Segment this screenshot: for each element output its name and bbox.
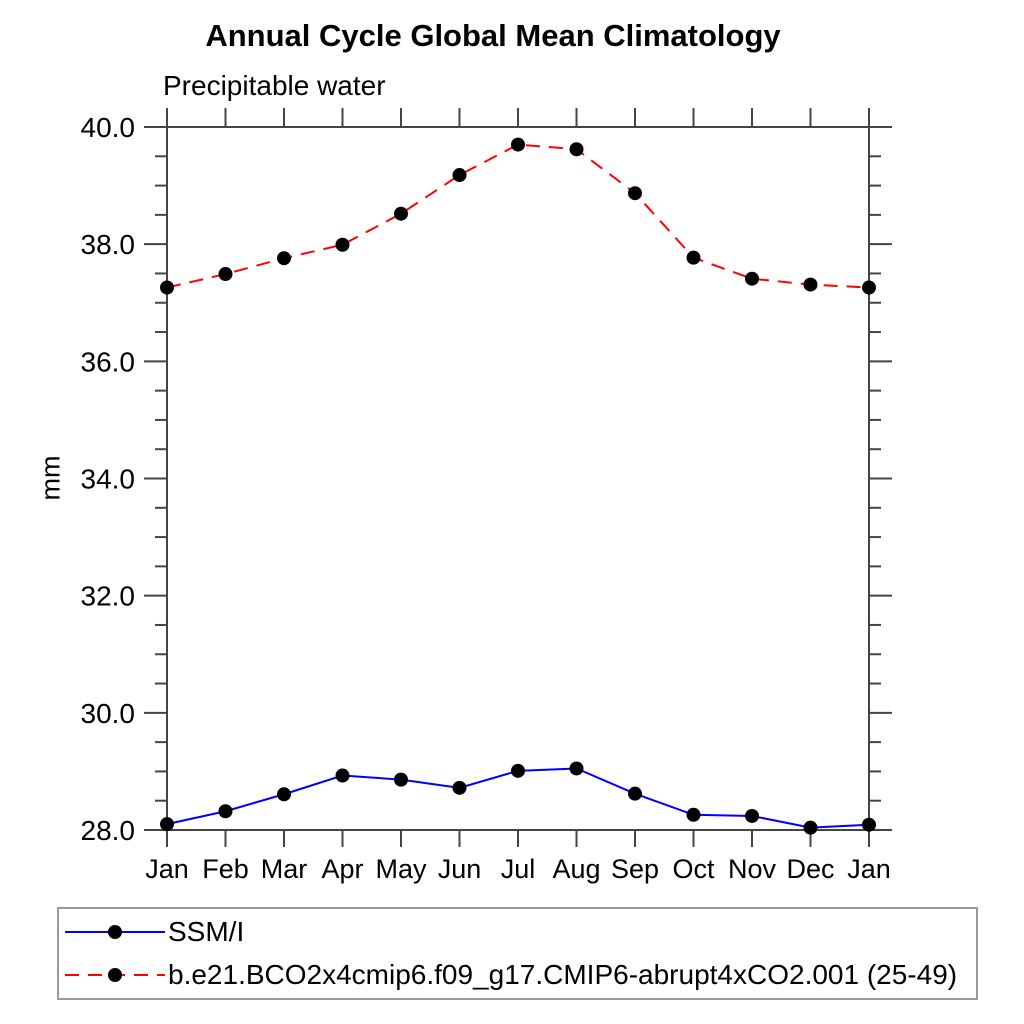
legend-label-model: b.e21.BCO2x4cmip6.f09_g17.CMIP6-abrupt4x… bbox=[168, 959, 958, 990]
series-line-1 bbox=[166, 143, 870, 289]
data-point bbox=[569, 142, 584, 157]
data-point bbox=[745, 808, 759, 823]
legend-entry-ssmi: SSM/I bbox=[59, 912, 976, 952]
series-polyline-1 bbox=[166, 143, 870, 289]
x-tick-label: Jan bbox=[847, 854, 891, 884]
y-tick-label: 30.0 bbox=[81, 698, 136, 729]
data-point bbox=[745, 271, 759, 286]
legend-label-ssmi: SSM/I bbox=[168, 916, 245, 947]
data-point bbox=[862, 817, 876, 832]
y-tick-label: 32.0 bbox=[81, 581, 136, 612]
y-tick-label: 40.0 bbox=[81, 112, 136, 143]
x-axis-ticks bbox=[166, 108, 870, 847]
x-tick-label: May bbox=[375, 854, 427, 884]
x-axis-tick-labels: Jan Feb Mar Apr May Jun Jul Aug Sep Oct Nov Dec Jan bbox=[145, 854, 891, 884]
plot-frame bbox=[166, 126, 870, 831]
data-point bbox=[452, 168, 467, 183]
data-point bbox=[803, 820, 818, 835]
x-tick-label: Aug bbox=[552, 854, 600, 884]
legend-marker-dot bbox=[108, 968, 122, 982]
y-tick-label: 28.0 bbox=[81, 815, 136, 846]
y-tick-label: 38.0 bbox=[81, 229, 136, 260]
x-tick-label: Mar bbox=[261, 854, 308, 884]
data-point bbox=[628, 186, 642, 201]
data-point bbox=[277, 251, 291, 266]
plot-frame-rect bbox=[166, 126, 870, 831]
series-markers-0 bbox=[160, 761, 876, 835]
chart-subtitle: Precipitable water bbox=[163, 70, 386, 101]
legend-sample-line-dashed bbox=[65, 968, 165, 982]
data-point bbox=[335, 237, 350, 252]
series-markers-1 bbox=[160, 137, 876, 295]
x-tick-label: Sep bbox=[611, 854, 659, 884]
chart-title: Annual Cycle Global Mean Climatology bbox=[205, 18, 781, 53]
legend-box: SSM/I b.e21.BCO2x4cmip6.f09_g17.CMIP6-ab… bbox=[57, 907, 978, 1000]
data-point bbox=[160, 280, 174, 295]
x-tick-label: Jul bbox=[501, 854, 536, 884]
data-point bbox=[277, 787, 291, 802]
y-tick-label: 34.0 bbox=[81, 464, 136, 495]
x-tick-label: Jan bbox=[145, 854, 189, 884]
data-point bbox=[511, 137, 525, 152]
data-point bbox=[569, 761, 584, 776]
data-point bbox=[394, 206, 408, 221]
y-axis-ticks bbox=[144, 126, 892, 831]
x-tick-label: Oct bbox=[672, 854, 715, 884]
data-point bbox=[686, 807, 701, 822]
data-point bbox=[452, 780, 467, 795]
legend-sample-line-solid bbox=[65, 925, 165, 939]
data-point bbox=[335, 768, 350, 783]
data-point bbox=[862, 280, 876, 295]
y-axis-tick-labels: 28.0 30.0 32.0 34.0 36.0 38.0 40.0 bbox=[81, 112, 136, 846]
x-tick-label: Apr bbox=[321, 854, 363, 884]
data-point bbox=[803, 277, 818, 292]
x-tick-label: Jun bbox=[438, 854, 482, 884]
plot-area: 28.0 30.0 32.0 34.0 36.0 38.0 40.0 Jan Feb Mar Apr… bbox=[81, 108, 892, 884]
legend-marker-dot bbox=[108, 925, 122, 939]
data-point bbox=[160, 817, 174, 832]
legend-entry-model: b.e21.BCO2x4cmip6.f09_g17.CMIP6-abrupt4x… bbox=[59, 955, 976, 995]
data-point bbox=[511, 763, 525, 778]
x-tick-label: Feb bbox=[202, 854, 249, 884]
data-point bbox=[218, 804, 233, 819]
x-tick-label: Nov bbox=[728, 854, 777, 884]
data-point bbox=[686, 250, 701, 265]
x-tick-label: Dec bbox=[786, 854, 834, 884]
data-point bbox=[628, 786, 642, 801]
data-point bbox=[218, 267, 233, 282]
y-tick-label: 36.0 bbox=[81, 346, 136, 377]
data-point bbox=[394, 772, 408, 787]
